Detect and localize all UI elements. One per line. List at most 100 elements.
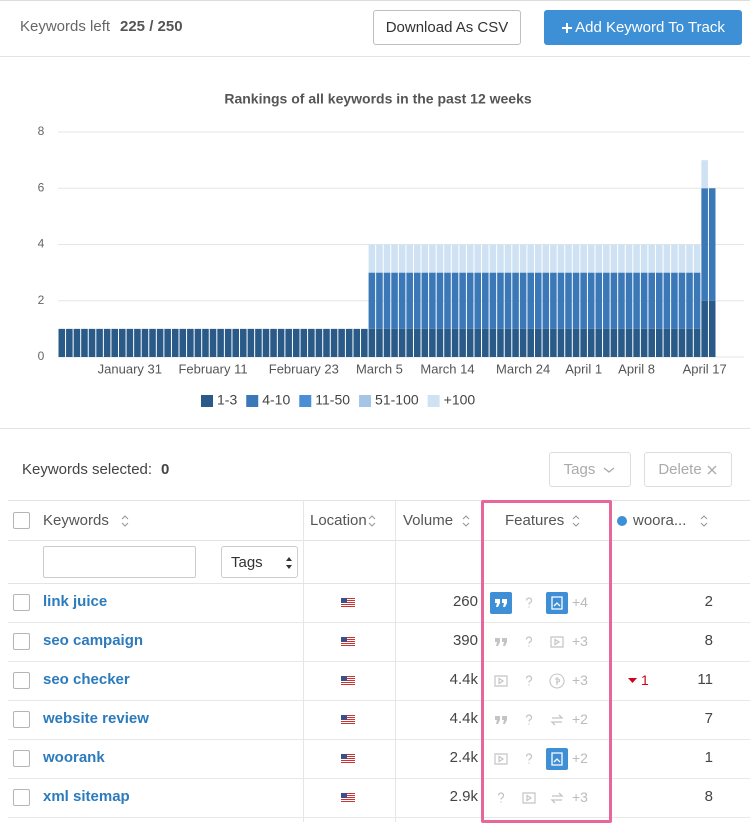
bar-segment (625, 244, 633, 273)
delete-button[interactable]: Delete (644, 452, 732, 487)
keyword-link[interactable]: xml sitemap (43, 788, 130, 805)
feature-icon-quote (495, 638, 507, 646)
bar-segment (119, 328, 126, 357)
column-site[interactable]: woora... (633, 512, 687, 529)
flag-stripe (341, 682, 355, 683)
keyword-link[interactable]: seo checker (43, 671, 130, 688)
column-keywords[interactable]: Keywords (43, 512, 109, 529)
sort-icon[interactable] (700, 515, 708, 527)
icon-shape (549, 673, 565, 689)
bar-segment (482, 328, 489, 357)
table-row (8, 662, 750, 701)
top-bar (0, 0, 750, 57)
legend-swatch (299, 395, 312, 407)
bar-segment (603, 272, 610, 329)
tags-button[interactable]: Tags (549, 452, 631, 487)
divider (0, 428, 750, 429)
bar-segment (655, 244, 663, 273)
bar-segment (655, 328, 663, 357)
bar-segment (474, 244, 482, 273)
sort-icon[interactable] (572, 515, 580, 527)
icon-shape (550, 636, 564, 648)
filter-row-border (8, 583, 750, 584)
keyword-link[interactable]: website review (43, 710, 149, 727)
bar-segment (587, 328, 595, 357)
features-more: +3 (572, 672, 588, 688)
icon-shape (495, 638, 507, 646)
row-checkbox[interactable] (13, 672, 30, 689)
flag-stripe (341, 645, 355, 646)
bar-segment (542, 272, 550, 329)
features-more: +3 (572, 789, 588, 805)
column-volume[interactable]: Volume (403, 512, 454, 529)
bar-segment (300, 328, 308, 357)
flag-canton (341, 637, 347, 642)
flag-stripe (341, 643, 355, 644)
icon-shape (525, 597, 533, 608)
bar-segment (58, 328, 66, 357)
row-checkbox[interactable] (13, 789, 30, 806)
rank: 1 (704, 749, 713, 766)
bar-segment (194, 328, 202, 357)
row-checkbox[interactable] (13, 633, 30, 650)
bar-segment (413, 328, 421, 357)
legend-swatch (359, 395, 372, 407)
bar-segment (406, 244, 413, 273)
flag-canton (341, 715, 347, 720)
bar-segment (436, 272, 444, 329)
flag-stripe (341, 602, 355, 603)
feature-icon-video (494, 753, 508, 765)
keyword-link[interactable]: link juice (43, 593, 108, 610)
add-keyword-button[interactable]: Add Keyword To Track (544, 10, 742, 45)
sort-icon[interactable] (462, 515, 470, 527)
column-location[interactable]: Location (310, 512, 367, 529)
bar-segment (391, 272, 398, 329)
bar-segment (595, 272, 603, 329)
sort-icon[interactable] (368, 515, 376, 527)
bar-segment (708, 300, 716, 357)
x-tick-label: March 5 (356, 361, 403, 376)
keyword-link[interactable]: woorank (43, 749, 105, 766)
bar-segment (671, 272, 678, 329)
tags-filter-select[interactable]: Tags (221, 546, 298, 578)
chevron-icon (603, 466, 615, 473)
legend-label: 1-3 (217, 392, 237, 408)
bar-segment (595, 244, 603, 273)
bar-segment (580, 272, 587, 329)
bar-segment (542, 328, 550, 357)
bar-segment (96, 328, 103, 357)
flag-canton (341, 793, 347, 798)
y-tick-label: 8 (38, 124, 45, 138)
bar-segment (519, 272, 527, 329)
table-row (8, 779, 750, 818)
select-all-checkbox[interactable] (13, 512, 30, 529)
close-icon (707, 465, 717, 474)
bar-segment (678, 328, 686, 357)
bar-segment (361, 328, 368, 357)
column-features[interactable]: Features (505, 512, 565, 529)
sort-icon[interactable] (121, 515, 129, 527)
bar-segment (550, 272, 557, 329)
bar-segment (421, 272, 429, 329)
rank-change: 1 (641, 672, 649, 688)
keyword-link[interactable]: seo campaign (43, 632, 144, 649)
bar-segment (603, 244, 610, 273)
row-checkbox[interactable] (13, 750, 30, 767)
icon-shape (525, 636, 533, 647)
flag-stripe (341, 680, 355, 681)
row-checkbox[interactable] (13, 711, 30, 728)
legend-swatch (201, 395, 213, 407)
x-tick-label: April 8 (618, 361, 655, 376)
bar-segment (429, 328, 436, 357)
x-tick-label: March 14 (420, 361, 474, 376)
bar-segment (557, 272, 565, 329)
flag-stripe (341, 604, 355, 605)
icon-shape (522, 792, 536, 804)
bar-segment (572, 244, 580, 273)
download-csv-button[interactable]: Download As CSV (373, 10, 521, 45)
keyword-filter-input[interactable] (43, 546, 196, 578)
bar-segment (610, 272, 618, 329)
delete-button-text: Delete (658, 461, 702, 478)
row-checkbox[interactable] (13, 594, 30, 611)
chart-title: Rankings of all keywords in the past 12 … (224, 91, 532, 107)
